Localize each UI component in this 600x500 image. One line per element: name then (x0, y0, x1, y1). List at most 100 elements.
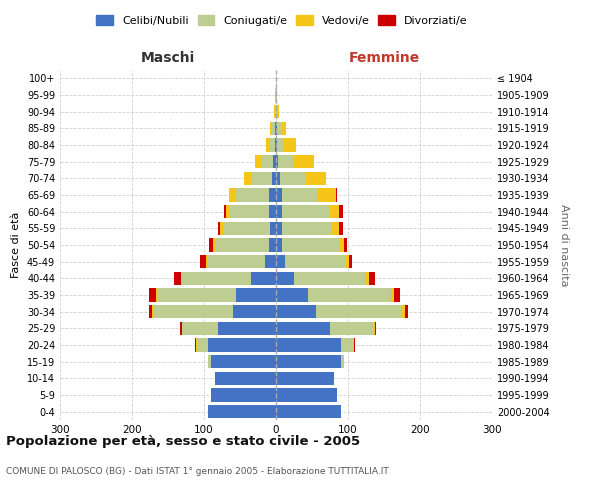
Bar (276, 305, 316, 318)
Bar (208, 355, 211, 368)
Bar (276, 138, 277, 151)
Bar (152, 305, 154, 318)
Bar (211, 388, 276, 402)
Bar (276, 238, 282, 252)
Bar (369, 272, 374, 285)
Bar (275, 138, 276, 151)
Bar (394, 288, 400, 302)
Bar (280, 172, 305, 185)
Y-axis label: Anni di nascita: Anni di nascita (559, 204, 569, 286)
Bar (341, 338, 354, 351)
Bar (282, 238, 340, 252)
Bar (200, 255, 206, 268)
Bar (251, 272, 276, 285)
Bar (269, 122, 271, 135)
Bar (305, 172, 326, 185)
Bar (282, 188, 318, 202)
Y-axis label: Fasce di età: Fasce di età (11, 212, 21, 278)
Bar (340, 222, 343, 235)
Bar (276, 122, 277, 135)
Bar (211, 355, 276, 368)
Bar (277, 138, 283, 151)
Bar (293, 155, 314, 168)
Text: Femmine: Femmine (349, 51, 419, 65)
Bar (276, 388, 337, 402)
Bar (276, 288, 308, 302)
Bar (346, 255, 349, 268)
Bar (157, 288, 236, 302)
Bar (275, 105, 276, 118)
Bar (330, 322, 373, 335)
Bar (182, 272, 251, 285)
Bar (229, 188, 236, 202)
Bar (275, 88, 276, 102)
Bar (276, 372, 334, 385)
Bar (218, 222, 220, 235)
Bar (308, 288, 391, 302)
Bar (208, 338, 276, 351)
Bar (265, 255, 276, 268)
Bar (270, 222, 276, 235)
Bar (318, 188, 336, 202)
Bar (294, 272, 366, 285)
Bar (149, 288, 156, 302)
Bar (276, 205, 282, 218)
Bar (269, 238, 276, 252)
Bar (269, 138, 275, 151)
Bar (402, 305, 405, 318)
Bar (236, 288, 276, 302)
Bar (229, 205, 269, 218)
Bar (277, 105, 279, 118)
Bar (251, 172, 272, 185)
Bar (269, 188, 276, 202)
Bar (374, 322, 376, 335)
Bar (226, 205, 229, 218)
Bar (391, 288, 394, 302)
Bar (341, 355, 344, 368)
Bar (316, 305, 402, 318)
Bar (276, 322, 330, 335)
Bar (275, 122, 276, 135)
Bar (283, 138, 296, 151)
Bar (276, 188, 282, 202)
Bar (354, 338, 355, 351)
Bar (276, 355, 341, 368)
Bar (282, 122, 286, 135)
Bar (276, 255, 284, 268)
Bar (220, 222, 223, 235)
Bar (206, 255, 208, 268)
Bar (336, 188, 337, 202)
Bar (276, 222, 282, 235)
Bar (149, 305, 152, 318)
Bar (276, 172, 280, 185)
Bar (340, 238, 344, 252)
Bar (282, 222, 332, 235)
Bar (276, 405, 341, 418)
Bar (215, 238, 269, 252)
Bar (182, 322, 218, 335)
Bar (344, 238, 347, 252)
Bar (197, 338, 208, 351)
Bar (262, 155, 273, 168)
Text: Popolazione per età, sesso e stato civile - 2005: Popolazione per età, sesso e stato civil… (6, 435, 360, 448)
Legend: Celibi/Nubili, Coniugati/e, Vedovi/e, Divorziati/e: Celibi/Nubili, Coniugati/e, Vedovi/e, Di… (92, 10, 472, 30)
Bar (236, 188, 269, 202)
Bar (276, 155, 278, 168)
Bar (405, 305, 409, 318)
Bar (276, 338, 341, 351)
Bar (284, 255, 346, 268)
Bar (212, 238, 215, 252)
Bar (218, 322, 276, 335)
Bar (266, 138, 269, 151)
Bar (224, 205, 226, 218)
Bar (209, 238, 212, 252)
Bar (366, 272, 369, 285)
Bar (349, 255, 352, 268)
Bar (208, 255, 265, 268)
Bar (156, 288, 157, 302)
Bar (276, 105, 277, 118)
Text: Maschi: Maschi (141, 51, 195, 65)
Bar (215, 372, 276, 385)
Bar (244, 172, 251, 185)
Bar (154, 305, 233, 318)
